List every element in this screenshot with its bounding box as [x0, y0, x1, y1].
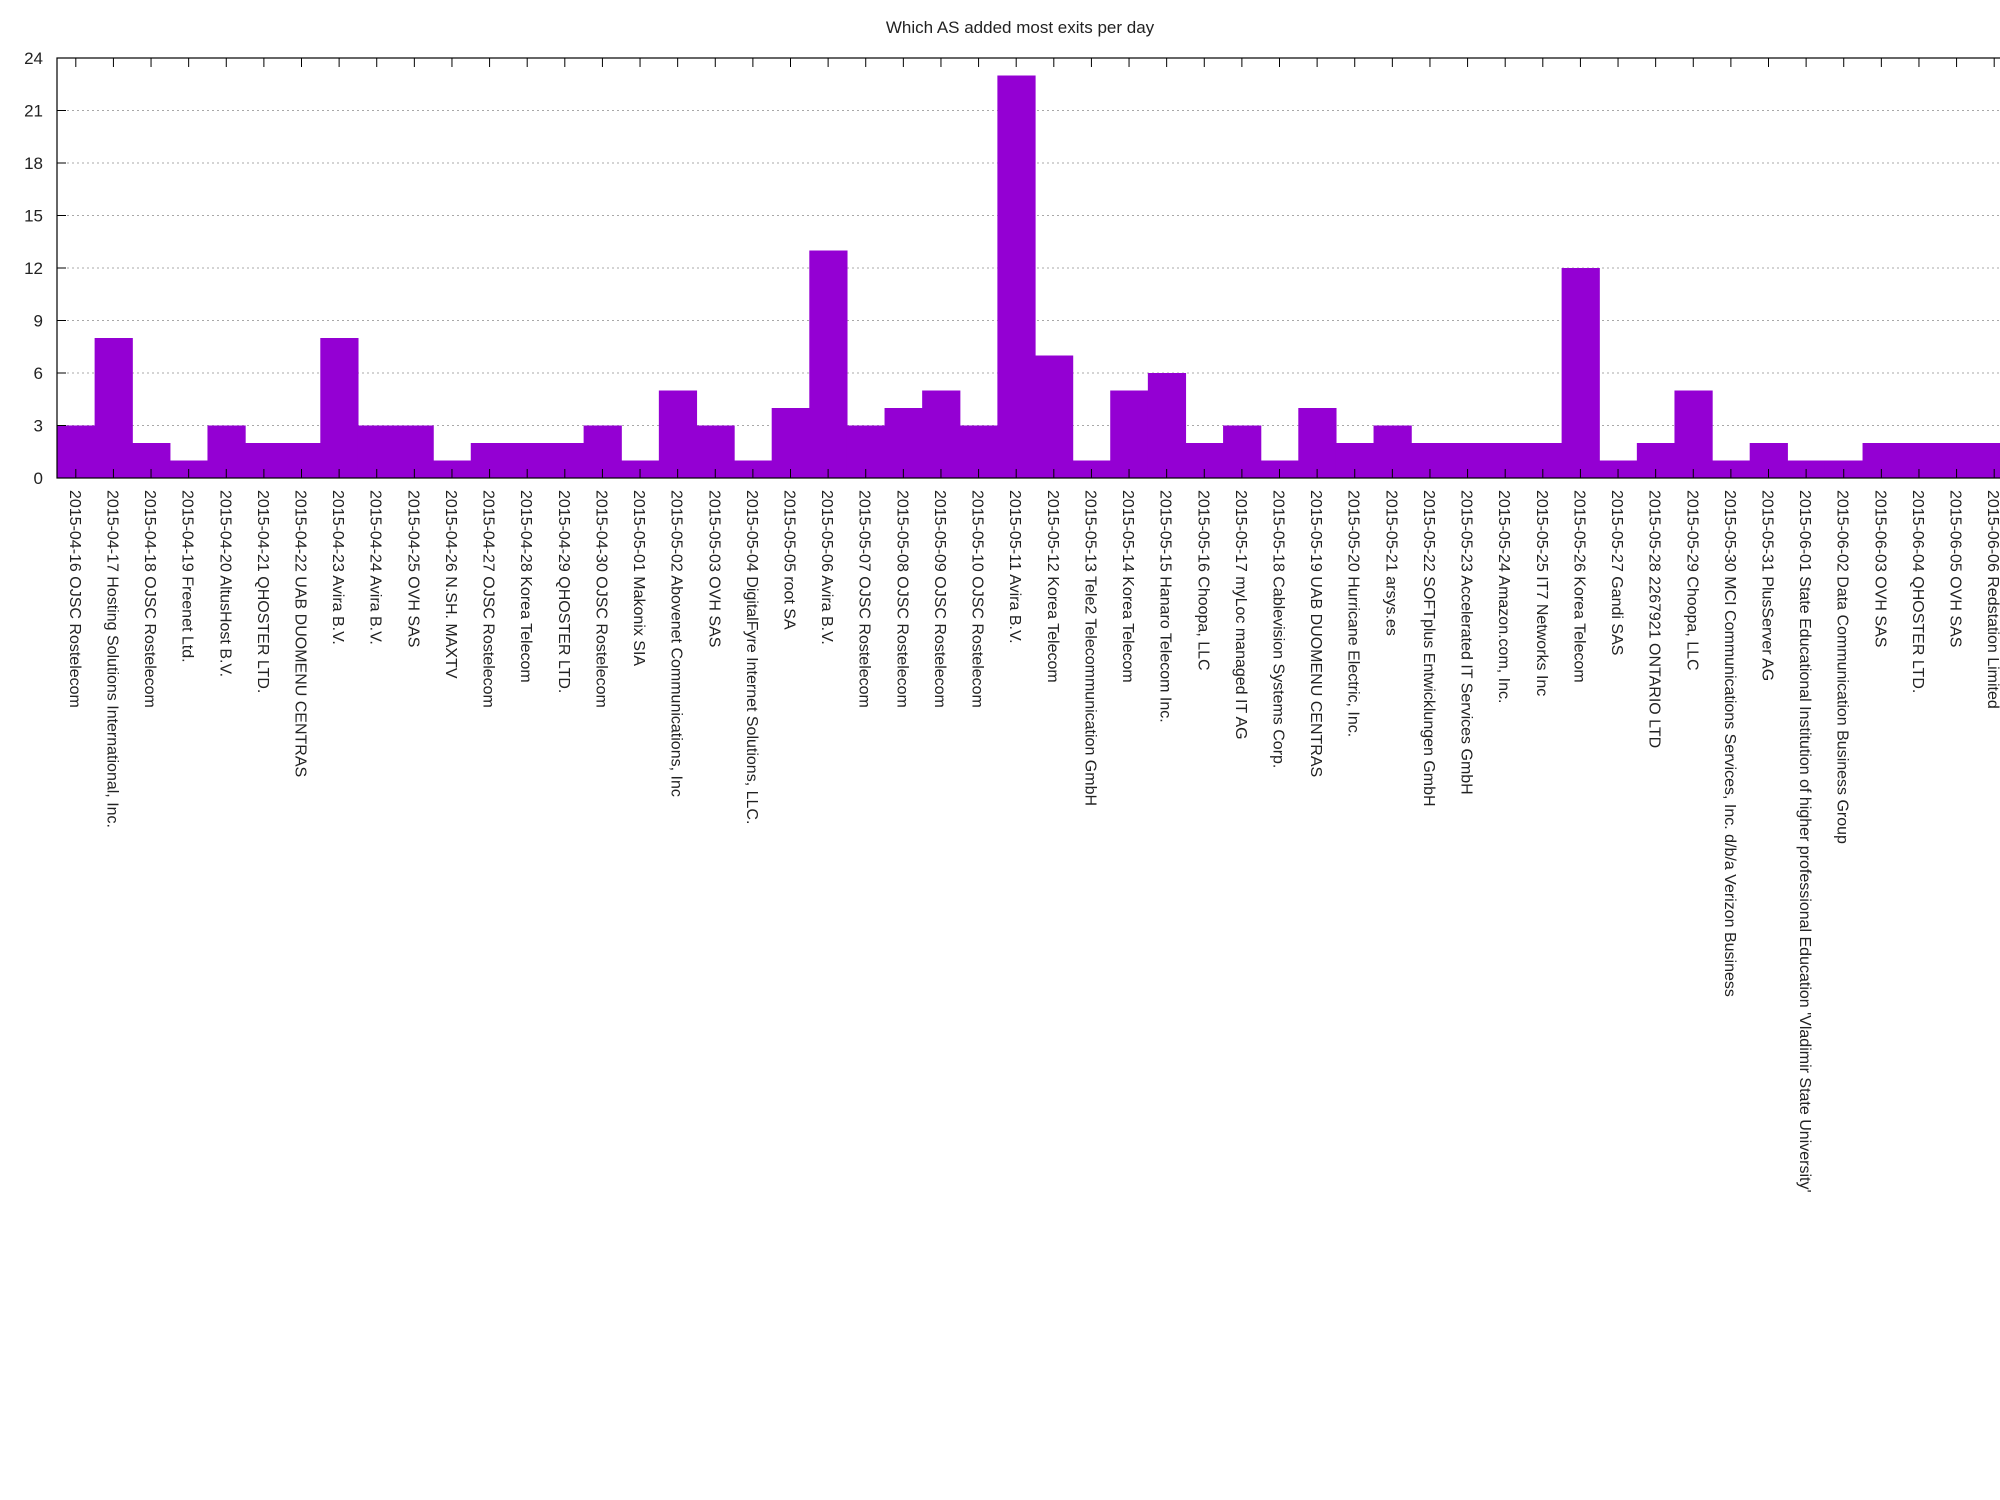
x-tick-label: 2015-05-20 Hurricane Electric, Inc. — [1345, 490, 1362, 737]
x-tick-label: 2015-05-17 myLoc managed IT AG — [1232, 490, 1249, 740]
bar — [1674, 390, 1713, 478]
x-tick-label: 2015-06-05 OVH SAS — [1947, 490, 1964, 647]
x-tick-label: 2015-05-04 DigitalFyre Internet Solution… — [743, 490, 760, 824]
x-tick-label: 2015-05-10 OJSC Rostelecom — [969, 490, 986, 708]
chart-title: Which AS added most exits per day — [886, 18, 1155, 37]
x-tick-label: 2015-05-12 Korea Telecom — [1044, 490, 1061, 683]
bars — [57, 75, 2000, 478]
x-tick-label: 2015-05-09 OJSC Rostelecom — [931, 490, 948, 708]
x-tick-label: 2015-05-06 Avira B.V. — [818, 490, 835, 645]
x-tick-label: 2015-05-02 Abovenet Communications, Inc — [668, 490, 685, 797]
x-tick-label: 2015-04-18 OJSC Rostelecom — [141, 490, 158, 708]
x-tick-label: 2015-06-03 OVH SAS — [1871, 490, 1888, 647]
bar — [658, 390, 698, 478]
x-tick-label: 2015-05-31 PlusServer AG — [1759, 490, 1776, 681]
bar — [1147, 373, 1187, 478]
x-tick-label: 2015-04-17 Hosting Solutions Internation… — [103, 490, 120, 828]
x-tick-label: 2015-06-02 Data Communication Business G… — [1834, 490, 1851, 844]
x-tick-label: 2015-05-13 Tele2 Telecommunication GmbH — [1081, 490, 1098, 806]
x-tick-label: 2015-04-27 OJSC Rostelecom — [480, 490, 497, 708]
bar — [1975, 443, 2000, 478]
bar — [1561, 268, 1600, 478]
x-tick-label: 2015-05-19 UAB DUOMENU CENTRAS — [1307, 490, 1324, 777]
y-axis-ticks: 0 3 6 9 12 15 18 21 24 — [24, 49, 66, 488]
x-tick-label: 2015-05-23 Accelerated IT Services GmbH — [1458, 490, 1475, 795]
x-axis-ticks: 2015-04-16 OJSC Rostelecom 2015-04-17 Hos… — [66, 58, 2000, 1193]
gridlines — [57, 110, 2000, 426]
x-tick-label: 2015-04-16 OJSC Rostelecom — [66, 490, 83, 708]
y-tick-label: 6 — [34, 364, 43, 383]
y-tick-label: 0 — [34, 469, 43, 488]
y-tick-label: 18 — [24, 154, 43, 173]
x-tick-label: 2015-05-25 IT7 Networks Inc — [1533, 490, 1550, 696]
x-tick-label: 2015-04-29 QHOSTER LTD. — [555, 490, 572, 693]
bar — [809, 250, 848, 478]
x-tick-label: 2015-05-24 Amazon.com, Inc. — [1495, 490, 1512, 703]
x-tick-label: 2015-04-22 UAB DUOMENU CENTRAS — [292, 490, 309, 777]
bar — [1110, 390, 1149, 478]
bar — [1298, 408, 1337, 478]
bar — [1035, 355, 1074, 478]
bar — [997, 75, 1036, 478]
bar — [94, 338, 133, 478]
x-tick-label: 2015-04-26 N.SH. MAXTV — [442, 490, 459, 679]
x-tick-label: 2015-05-07 OJSC Rostelecom — [856, 490, 873, 708]
x-tick-label: 2015-05-18 Cablevision Systems Corp. — [1270, 490, 1287, 768]
x-tick-label: 2015-05-03 OVH SAS — [705, 490, 722, 647]
y-tick-label: 3 — [34, 417, 43, 436]
x-tick-label: 2015-05-26 Korea Telecom — [1570, 490, 1587, 683]
x-tick-label: 2015-05-29 Choopa, LLC — [1683, 490, 1700, 671]
x-tick-label: 2015-05-16 Choopa, LLC — [1194, 490, 1211, 671]
x-tick-label: 2015-04-24 Avira B.V. — [367, 490, 384, 645]
y-tick-label: 15 — [24, 207, 43, 226]
x-tick-label: 2015-04-30 OJSC Rostelecom — [592, 490, 609, 708]
x-tick-label: 2015-04-23 Avira B.V. — [329, 490, 346, 645]
x-tick-label: 2015-05-08 OJSC Rostelecom — [893, 490, 910, 708]
x-tick-label: 2015-05-01 Makonix SIA — [630, 490, 647, 666]
x-tick-label: 2015-04-20 AltusHost B.V. — [216, 490, 233, 677]
bar — [320, 338, 359, 478]
y-tick-label: 24 — [24, 49, 43, 68]
x-tick-label: 2015-05-15 Hanaro Telecom Inc. — [1157, 490, 1174, 723]
x-tick-label: 2015-04-19 Freenet Ltd. — [179, 490, 196, 663]
y-tick-label: 9 — [34, 312, 43, 331]
x-tick-label: 2015-05-22 SOFTplus Entwicklungen GmbH — [1420, 490, 1437, 807]
bar — [771, 408, 810, 478]
bar — [884, 408, 923, 478]
x-tick-label: 2015-05-05 root SA — [781, 490, 798, 630]
x-tick-label: 2015-06-04 QHOSTER LTD. — [1909, 490, 1926, 693]
bar — [922, 390, 961, 478]
x-tick-label: 2015-04-28 Korea Telecom — [517, 490, 534, 683]
y-tick-label: 21 — [24, 102, 43, 121]
x-tick-label: 2015-06-06 Redstation Limited — [1984, 490, 2000, 709]
x-tick-label: 2015-04-21 QHOSTER LTD. — [254, 490, 271, 693]
x-tick-label: 2015-05-28 2267921 ONTARIO LTD — [1646, 490, 1663, 748]
x-tick-label: 2015-05-30 MCI Communications Services, … — [1721, 490, 1738, 997]
x-tick-label: 2015-05-21 arsys.es — [1382, 490, 1399, 636]
y-tick-label: 12 — [24, 259, 43, 278]
x-tick-label: 2015-04-25 OVH SAS — [404, 490, 421, 647]
x-tick-label: 2015-05-14 Korea Telecom — [1119, 490, 1136, 683]
x-tick-label: 2015-06-01 State Educational Institution… — [1796, 490, 1813, 1193]
x-tick-label: 2015-05-11 Avira B.V. — [1006, 490, 1023, 644]
x-tick-label: 2015-05-27 Gandi SAS — [1608, 490, 1625, 655]
